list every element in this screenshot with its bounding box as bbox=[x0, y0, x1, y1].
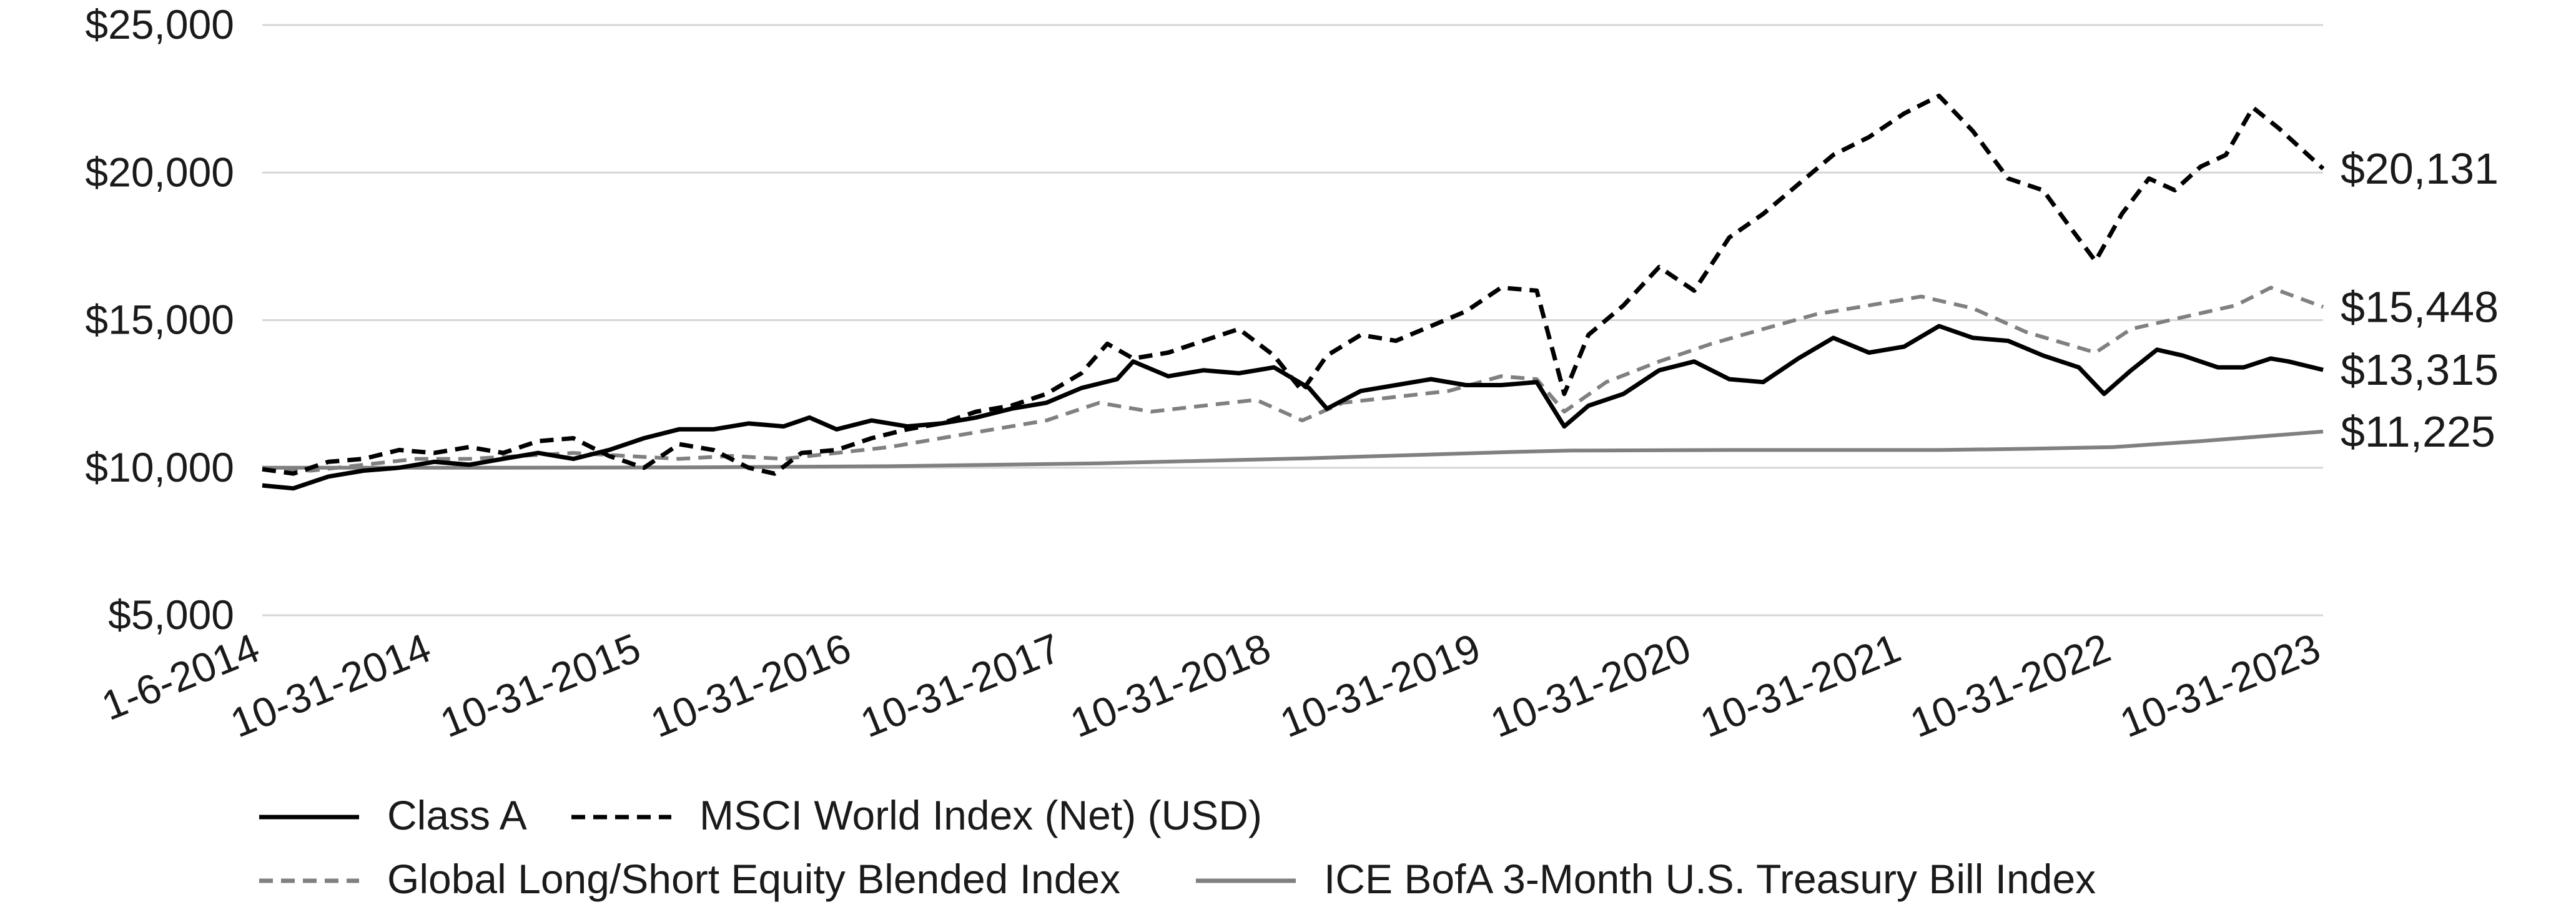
series-line-msci-world-index-net-usd bbox=[262, 93, 2325, 476]
y-tick-label: $10,000 bbox=[85, 444, 234, 490]
series-lines bbox=[262, 93, 2325, 491]
gridlines bbox=[262, 24, 2323, 617]
end-value-labels: $13,315 $20,131 $15,448 $11,225 bbox=[2341, 144, 2499, 456]
series-line-class-a bbox=[262, 324, 2324, 491]
x-tick-label: 10-31-2018 bbox=[1064, 624, 1277, 746]
x-axis-ticks: 1-6-201410-31-201410-31-201510-31-201610… bbox=[96, 624, 2327, 746]
x-tick-label: 10-31-2017 bbox=[854, 624, 1067, 746]
series-line-ice-bofa-3-month-u-s-treasury-bill-index bbox=[262, 429, 2324, 470]
y-axis-ticks: $5,000 $10,000 $15,000 $20,000 $25,000 bbox=[85, 1, 234, 638]
legend-label: Class A bbox=[387, 792, 527, 838]
y-tick-label: $15,000 bbox=[85, 297, 234, 343]
legend-label: ICE BofA 3-Month U.S. Treasury Bill Inde… bbox=[1324, 856, 2096, 902]
end-value-label: $13,315 bbox=[2341, 345, 2499, 394]
y-tick-label: $5,000 bbox=[108, 592, 234, 638]
end-value-label: $20,131 bbox=[2341, 144, 2499, 193]
x-tick-label: 10-31-2023 bbox=[2113, 624, 2326, 746]
legend-label: MSCI World Index (Net) (USD) bbox=[699, 792, 1262, 838]
x-tick-label: 10-31-2020 bbox=[1484, 624, 1697, 746]
x-tick-label: 10-31-2014 bbox=[224, 624, 437, 746]
x-tick-label: 10-31-2015 bbox=[434, 624, 647, 746]
series-line-global-long-short-equity-blended-index bbox=[262, 285, 2324, 473]
end-value-label: $11,225 bbox=[2341, 407, 2495, 456]
x-tick-label: 10-31-2022 bbox=[1904, 624, 2117, 746]
x-tick-label: 10-31-2019 bbox=[1274, 624, 1487, 746]
legend: Class A MSCI World Index (Net) (USD) Globa… bbox=[259, 792, 2096, 902]
end-value-label: $15,448 bbox=[2341, 282, 2499, 331]
y-tick-label: $20,000 bbox=[85, 149, 234, 195]
x-tick-label: 10-31-2021 bbox=[1694, 624, 1907, 746]
x-tick-label: 10-31-2016 bbox=[644, 624, 857, 746]
y-tick-label: $25,000 bbox=[85, 1, 234, 47]
legend-label: Global Long/Short Equity Blended Index bbox=[387, 856, 1120, 902]
